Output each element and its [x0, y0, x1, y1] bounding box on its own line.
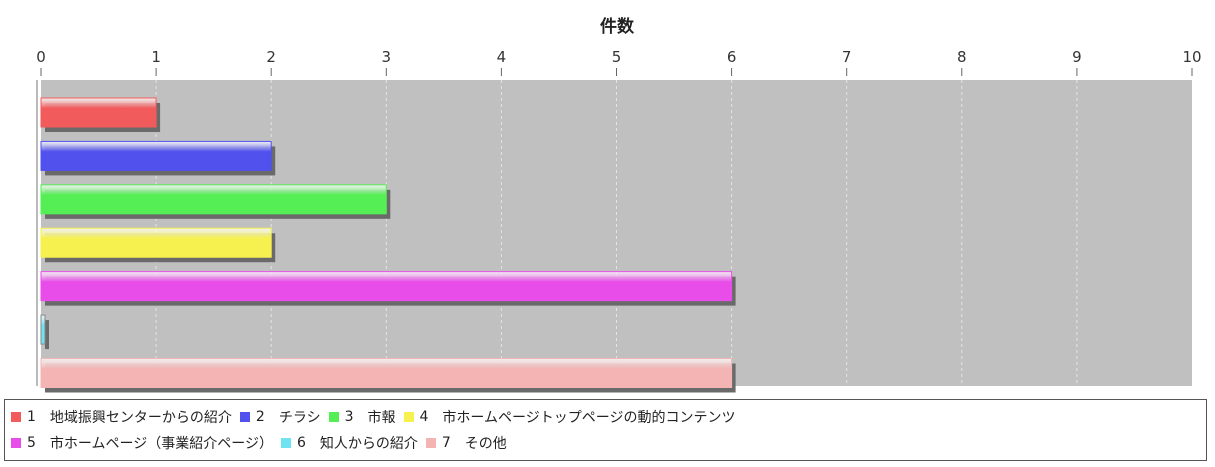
- legend-num: 2: [255, 409, 265, 425]
- x-tick-label: 10: [1182, 48, 1201, 66]
- x-tick-label: 2: [266, 48, 276, 66]
- legend-num: 7: [441, 435, 451, 451]
- legend-swatch-1: [11, 412, 21, 422]
- legend-swatch-4: [403, 412, 414, 422]
- legend-swatch-5: [11, 438, 21, 448]
- legend-label: 市報: [367, 410, 396, 426]
- legend-item-6: 6 知人からの紹介: [280, 433, 418, 453]
- x-tick-label: 9: [1072, 48, 1082, 66]
- bar-2: [40, 140, 272, 171]
- legend-swatch-6: [280, 438, 291, 448]
- legend-item-7: 7 その他: [425, 433, 507, 453]
- x-tick-label: 8: [957, 48, 967, 66]
- x-tick-label: 6: [727, 48, 737, 66]
- legend-num: 3: [344, 409, 354, 425]
- legend-row-1: 1 地域振興センターからの紹介 2 チラシ 3 市報 4 市ホームページトップペ…: [11, 406, 743, 428]
- x-tick-label: 1: [151, 48, 161, 66]
- bar-chart: 件数 0 1 2 3 4 5 6 7 8 9 10: [36, 16, 1202, 393]
- legend-item-4: 4 市ホームページトップページの動的コンテンツ: [403, 407, 736, 427]
- bar-3: [40, 184, 387, 215]
- legend-num: 5: [27, 435, 36, 451]
- legend-item-1: 1 地域振興センターからの紹介: [11, 407, 232, 427]
- legend-num: 4: [419, 409, 429, 425]
- x-tick-label: 5: [612, 48, 622, 66]
- legend-num: 6: [296, 435, 306, 451]
- legend-num: 1: [27, 409, 36, 425]
- grid-lines: [155, 80, 1078, 386]
- x-tick-label: 3: [382, 48, 392, 66]
- legend-item-5: 5 市ホームページ（事業紹介ページ）: [11, 433, 273, 453]
- legend-item-2: 2 チラシ: [239, 407, 321, 427]
- legend-row-2: 5 市ホームページ（事業紹介ページ） 6 知人からの紹介 7 その他: [11, 432, 515, 454]
- legend-label: 市ホームページ（事業紹介ページ）: [49, 436, 273, 452]
- bar-shadow: [45, 320, 49, 350]
- x-tick-label: 0: [36, 48, 46, 66]
- x-tick-label: 7: [842, 48, 852, 66]
- chart-title: 件数: [600, 16, 635, 37]
- legend-label: 知人からの紹介: [319, 436, 418, 452]
- legend-swatch-3: [328, 412, 339, 422]
- bar-5: [40, 271, 733, 302]
- x-tick-label: 4: [497, 48, 507, 66]
- legend: 1 地域振興センターからの紹介 2 チラシ 3 市報 4 市ホームページトップペ…: [4, 399, 1207, 461]
- legend-label: チラシ: [278, 410, 321, 426]
- bar-6: [40, 314, 46, 345]
- bar-1: [40, 97, 157, 128]
- legend-label: 市ホームページトップページの動的コンテンツ: [442, 410, 736, 426]
- legend-item-3: 3 市報: [328, 407, 396, 427]
- legend-label: 地域振興センターからの紹介: [49, 410, 232, 426]
- bars: [40, 97, 736, 393]
- legend-label: その他: [464, 436, 507, 452]
- bar-4: [40, 227, 272, 258]
- bar-7: [40, 357, 733, 388]
- legend-swatch-7: [425, 438, 436, 448]
- legend-swatch-2: [239, 412, 250, 422]
- x-axis-ticks: 0 1 2 3 4 5 6 7 8 9 10: [36, 48, 1202, 76]
